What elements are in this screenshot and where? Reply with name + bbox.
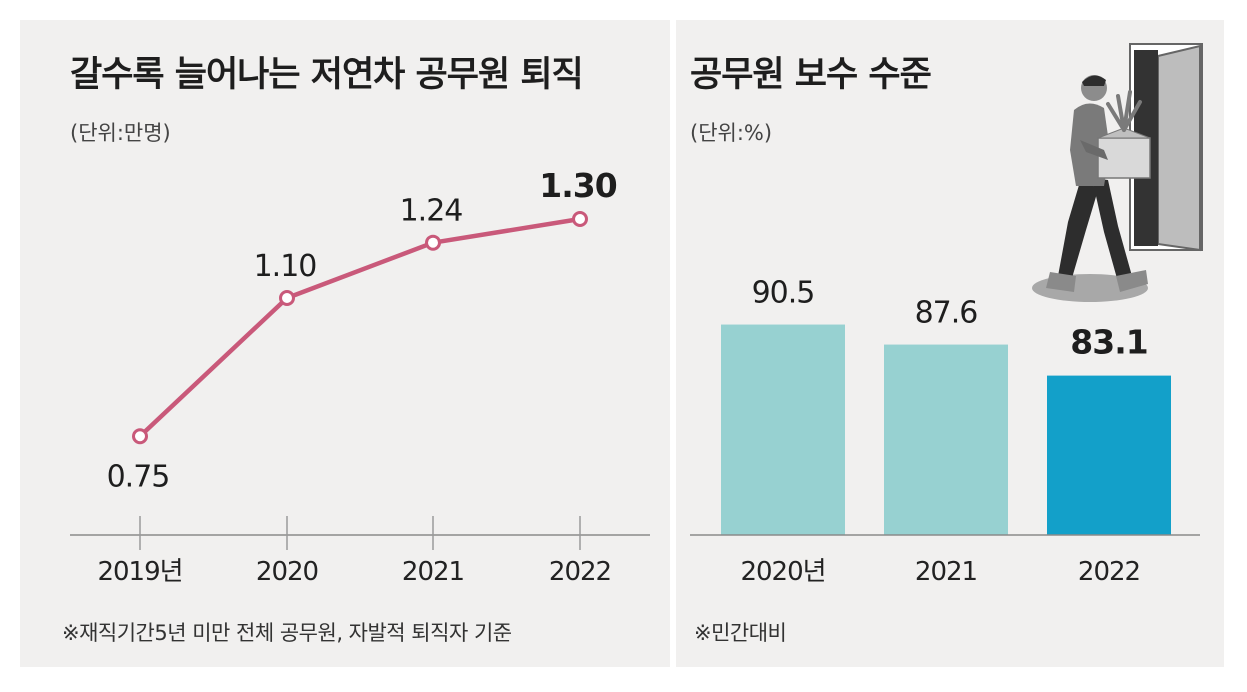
line-series-path — [138, 216, 581, 438]
line-chart-title: 갈수록 늘어나는 저연차 공무원 퇴직 — [70, 55, 583, 95]
bar — [884, 344, 1008, 535]
bar-chart-unit-label: (단위:%) — [690, 121, 772, 145]
person-carrying-box-icon — [1046, 75, 1151, 292]
bar-chart-title: 공무원 보수 수준 — [690, 55, 931, 95]
resignation-illustration — [1032, 43, 1203, 302]
line-chart-footnote: ※재직기간5년 미만 전체 공무원, 자발적 퇴직자 기준 — [62, 621, 512, 645]
bar-data-label: 90.5 — [752, 276, 815, 311]
line-data-label: 1.30 — [539, 166, 616, 205]
line-data-point — [132, 428, 148, 445]
line-chart-unit-label: (단위:만명) — [70, 121, 171, 145]
bar-data-label: 83.1 — [1070, 323, 1147, 362]
bar-chart-footnote: ※민간대비 — [694, 621, 786, 645]
line-data-point — [572, 211, 588, 227]
bar — [721, 324, 845, 535]
bar — [1047, 375, 1171, 535]
line-data-label: 1.24 — [400, 194, 463, 229]
line-data-point — [425, 234, 441, 251]
left-panel-background — [20, 20, 670, 667]
bar-data-label: 87.6 — [915, 296, 978, 331]
line-chart-x-tick-label: 2022 — [549, 557, 611, 587]
line-data-label: 0.75 — [107, 459, 170, 494]
bar-chart-x-tick-label: 2021 — [915, 557, 977, 587]
line-chart-x-tick-label: 2019년 — [97, 557, 182, 587]
line-data-label: 1.10 — [254, 249, 317, 284]
line-chart-x-tick-label: 2021 — [402, 557, 464, 587]
bar-chart-x-tick-label: 2022 — [1078, 557, 1140, 587]
line-chart-x-tick-label: 2020 — [256, 557, 318, 587]
bar-chart-x-tick-label: 2020년 — [740, 557, 825, 587]
line-data-point — [279, 290, 295, 306]
